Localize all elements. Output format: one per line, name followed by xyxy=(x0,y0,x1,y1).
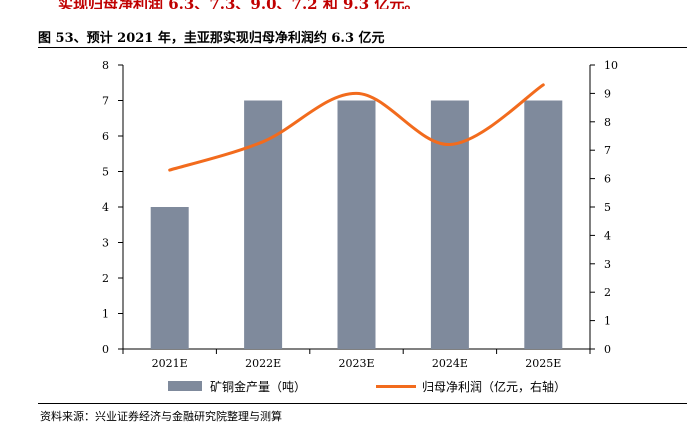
y-right-tick-label: 3 xyxy=(604,258,611,271)
x-tick-label: 2023E xyxy=(338,357,374,370)
x-tick-label: 2021E xyxy=(152,357,188,370)
legend-item-bar: 矿铜金产量（吨） xyxy=(168,378,306,395)
legend: 矿铜金产量（吨） 归母净利润（亿元，右轴） xyxy=(168,378,636,394)
y-left-tick-label: 8 xyxy=(102,59,109,72)
title-divider xyxy=(38,47,687,48)
y-left-tick-label: 2 xyxy=(102,272,109,285)
y-right-tick-label: 1 xyxy=(604,315,611,328)
legend-item-line: 归母净利润（亿元，右轴） xyxy=(376,378,566,395)
legend-line-swatch xyxy=(376,384,417,388)
source-note: 资料来源：兴业证券经济与金融研究院整理与测算 xyxy=(40,410,282,423)
legend-line-label: 归母净利润（亿元，右轴） xyxy=(422,379,567,394)
y-right-tick-label: 6 xyxy=(604,173,611,186)
y-left-tick-label: 3 xyxy=(102,237,109,250)
y-right-tick-label: 4 xyxy=(604,229,611,242)
bar xyxy=(337,100,376,349)
legend-bar-swatch xyxy=(168,381,202,391)
source-divider xyxy=(38,403,687,404)
bar xyxy=(150,207,189,349)
y-left-tick-label: 6 xyxy=(102,130,109,143)
x-tick-label: 2022E xyxy=(245,357,281,370)
y-left-tick-label: 7 xyxy=(102,95,109,108)
chart-axes: 0 1 2 3 4 5 6 7 8 0 1 2 3 4 5 6 7 8 9 10 2021E 2022E 2023E 2024… xyxy=(102,59,618,370)
x-tick-label: 2025E xyxy=(525,357,561,370)
y-right-tick-label: 9 xyxy=(604,87,611,100)
bar xyxy=(524,100,563,349)
y-right-tick-label: 2 xyxy=(604,286,611,299)
x-tick-label: 2024E xyxy=(432,357,468,370)
bar-series xyxy=(150,100,563,349)
y-left-tick-label: 0 xyxy=(102,343,109,356)
y-right-tick-label: 8 xyxy=(604,116,611,129)
figure-title: 图 53、预计 2021 年，圭亚那实现归母净利润约 6.3 亿元 xyxy=(38,31,385,46)
preceding-paragraph-text: 实现归母净利润 6.3、7.3、9.0、7.2 和 9.3 亿元。 xyxy=(58,0,420,9)
y-left-tick-label: 4 xyxy=(102,201,109,214)
y-right-tick-label: 7 xyxy=(604,144,611,157)
line-series xyxy=(168,83,545,172)
y-left-tick-label: 1 xyxy=(102,308,109,321)
y-right-tick-label: 0 xyxy=(604,343,611,356)
y-right-tick-label: 10 xyxy=(604,59,618,72)
y-right-tick-label: 5 xyxy=(604,201,611,214)
bar xyxy=(430,100,469,349)
bar xyxy=(244,100,283,349)
y-left-tick-label: 5 xyxy=(102,166,109,179)
legend-bar-label: 矿铜金产量（吨） xyxy=(210,379,307,394)
